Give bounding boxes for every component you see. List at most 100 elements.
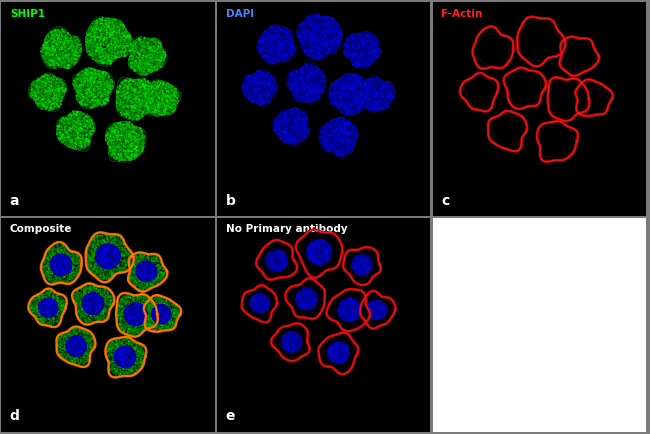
Point (124, 309, 134, 316)
Point (153, 110, 163, 117)
Point (131, 359, 142, 366)
Point (148, 312, 158, 319)
Point (333, 346, 344, 353)
Point (350, 71, 360, 78)
Point (120, 260, 131, 267)
Point (111, 252, 121, 259)
Point (54, 259, 64, 266)
Point (129, 312, 139, 319)
Point (59, 58, 70, 65)
Point (135, 142, 146, 149)
Point (138, 266, 148, 273)
Point (281, 116, 291, 123)
Point (101, 250, 111, 256)
Point (55, 88, 65, 95)
Point (300, 300, 311, 307)
Point (339, 151, 349, 158)
Point (243, 84, 254, 91)
Point (95, 76, 105, 83)
Point (105, 244, 115, 251)
Point (83, 291, 94, 298)
Point (359, 45, 369, 52)
Point (62, 348, 72, 355)
Point (78, 291, 88, 298)
Point (73, 354, 84, 361)
Point (300, 41, 311, 48)
Point (81, 128, 92, 135)
Point (139, 105, 150, 112)
Point (94, 253, 104, 260)
Point (55, 91, 66, 98)
Point (95, 235, 105, 242)
Point (68, 141, 78, 148)
Point (313, 46, 324, 53)
Point (332, 123, 342, 130)
Point (132, 320, 142, 327)
Point (339, 49, 350, 56)
Point (121, 347, 131, 354)
Point (108, 256, 118, 263)
Point (62, 114, 73, 121)
Point (94, 256, 105, 263)
Point (134, 312, 144, 319)
Point (121, 308, 131, 315)
Point (349, 132, 359, 139)
Point (285, 116, 296, 123)
Point (137, 319, 148, 326)
Point (284, 135, 294, 141)
Point (76, 115, 86, 122)
Point (84, 250, 95, 257)
Point (157, 45, 167, 52)
Point (172, 306, 183, 313)
Point (104, 18, 114, 25)
Point (150, 307, 161, 314)
Point (375, 48, 385, 55)
Point (379, 305, 389, 312)
Point (361, 89, 372, 96)
Point (122, 148, 132, 155)
Point (306, 43, 317, 50)
Point (157, 267, 168, 274)
Point (288, 48, 298, 55)
Point (374, 311, 384, 318)
Point (67, 136, 77, 143)
Point (92, 262, 102, 269)
Point (105, 250, 116, 257)
Point (285, 347, 296, 354)
Point (283, 335, 293, 342)
Point (58, 48, 68, 55)
Point (142, 105, 153, 112)
Point (336, 151, 346, 158)
Point (61, 37, 72, 44)
Point (84, 290, 94, 297)
Point (251, 78, 261, 85)
Point (344, 109, 354, 116)
Point (168, 106, 178, 113)
Point (136, 262, 147, 269)
Point (332, 150, 343, 157)
Point (241, 88, 252, 95)
Point (378, 303, 389, 310)
Point (86, 85, 97, 92)
Point (75, 346, 86, 353)
Point (75, 81, 86, 88)
Point (287, 32, 297, 39)
Point (121, 361, 131, 368)
Point (310, 36, 320, 43)
Point (55, 270, 66, 277)
Point (41, 33, 51, 40)
Point (354, 89, 365, 96)
Point (133, 320, 143, 327)
Point (124, 318, 135, 325)
Point (138, 319, 149, 326)
Point (135, 317, 145, 324)
Point (57, 118, 68, 125)
Point (129, 357, 139, 364)
Point (122, 258, 132, 265)
Point (101, 20, 112, 26)
Point (79, 101, 90, 108)
Point (60, 124, 71, 131)
Point (84, 131, 95, 138)
Point (58, 339, 68, 345)
Point (131, 90, 141, 97)
